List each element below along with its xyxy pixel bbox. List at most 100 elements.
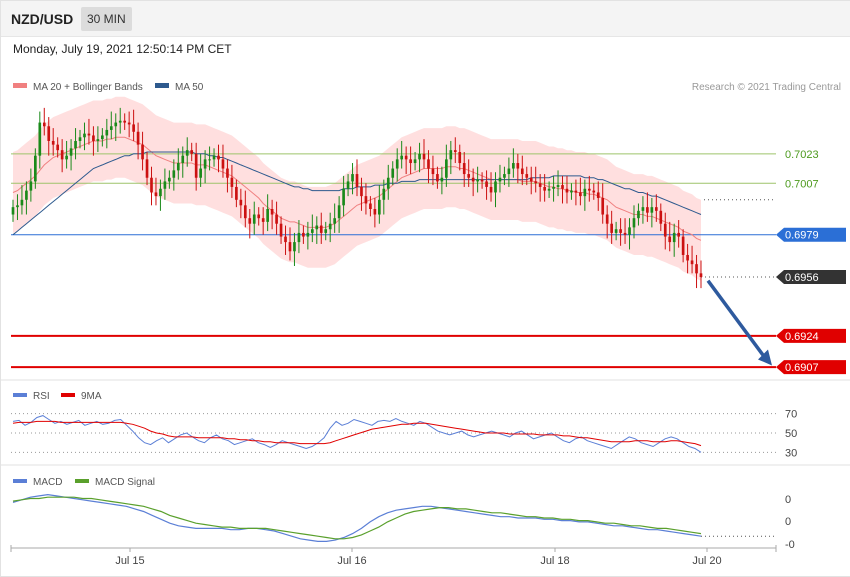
candle-body [315,225,319,230]
macd-legend-label: MACD [33,477,62,488]
candle-body [677,232,680,237]
candle-body [529,177,533,182]
macd-signal-legend-swatch [75,479,89,483]
candle-body [203,159,207,169]
candle-body [123,120,127,123]
candle-body [404,155,408,160]
ma20-legend-swatch [13,83,27,88]
candle-body [699,273,703,278]
candle-body [297,232,301,243]
candle-body [118,120,122,123]
candle-body [65,155,68,160]
candle-body [476,179,479,182]
candle-body [38,122,42,156]
candle-body [485,181,488,187]
candle-body [690,260,694,265]
candle-body [659,210,663,224]
candle-body [346,181,350,189]
candle-body [25,190,28,200]
candle-body [87,133,91,136]
rsi-ma-line [12,420,702,447]
rsi-legend-label: RSI [33,391,50,402]
candle-body [632,218,636,228]
candle-body [109,126,113,130]
candle-body [413,159,417,164]
candle-body [395,159,399,169]
candle-body [105,129,109,136]
ma20-legend-label: MA 20 + Bollinger Bands [33,82,143,93]
candle-body [319,225,323,233]
candle-body [520,168,524,175]
candle-body [440,177,444,182]
candle-body [132,124,135,132]
candle-body [663,223,667,237]
candle-body [328,223,332,230]
rsi-tick-label: 50 [785,428,797,440]
chart-datetime: Monday, July 19, 2021 12:50:14 PM CET [13,42,232,56]
x-axis-tick-label: Jul 16 [337,555,366,567]
candle-body [310,229,314,233]
candle-body [668,236,672,243]
candle-body [190,150,194,154]
candle-body [176,163,180,171]
candle-body [471,177,475,182]
macd-tick-label: -0 [785,539,795,551]
candle-body [418,153,421,160]
candle-body [579,192,582,197]
candle-body [141,144,144,160]
candle-body [574,190,578,193]
candle-body [230,177,234,187]
candle-body [235,186,238,200]
candle-body [127,122,131,125]
candle-body [302,232,305,237]
currency-pair-title: NZD/USD [11,11,74,27]
timeframe-badge[interactable]: 30 MIN [81,7,132,31]
candle-body [422,153,426,160]
macd-panel: 0 0 -0 [12,493,795,551]
support-label-box [776,360,846,375]
candle-body [42,122,46,127]
candle-body [270,209,274,215]
candle-body [556,185,560,187]
candle-body [681,236,685,255]
x-axis: Jul 15 Jul 16 Jul 18 Jul 20 [10,545,777,567]
candle-body [194,153,198,178]
candle-body [391,168,395,178]
candle-body [516,163,520,169]
candle-body [29,181,33,191]
support-label: 0.6924 [785,331,819,343]
candle-body [498,177,502,182]
candle-body [462,163,466,175]
candle-body [538,183,542,187]
candle-body [199,168,202,178]
candle-body [355,174,359,187]
candle-body [333,218,336,224]
resistance-label: 0.7023 [785,149,819,161]
candle-body [11,207,15,215]
candle-body [512,163,515,169]
macd-line [12,493,702,543]
candle-body [525,174,529,178]
candle-body [266,209,269,222]
ma50-legend-label: MA 50 [175,82,204,93]
rsi-legend-swatch [13,393,27,397]
candle-body [695,264,698,274]
candle-body [261,218,265,222]
candle-body [489,186,493,193]
candle-body [60,150,64,160]
candle-body [596,192,600,198]
last-price-label: 0.6956 [785,272,819,284]
candle-body [619,229,622,233]
candle-body [650,207,654,213]
candle-body [16,205,19,208]
candle-body [114,122,118,127]
pivot-label: 0.6979 [785,230,819,242]
ma20-line [12,136,702,241]
candle-body [150,177,153,193]
x-axis-tick-label: Jul 15 [115,555,144,567]
candle-body [275,214,278,224]
support-label: 0.6907 [785,362,819,374]
candle-body [646,207,649,213]
candle-body [257,214,261,219]
